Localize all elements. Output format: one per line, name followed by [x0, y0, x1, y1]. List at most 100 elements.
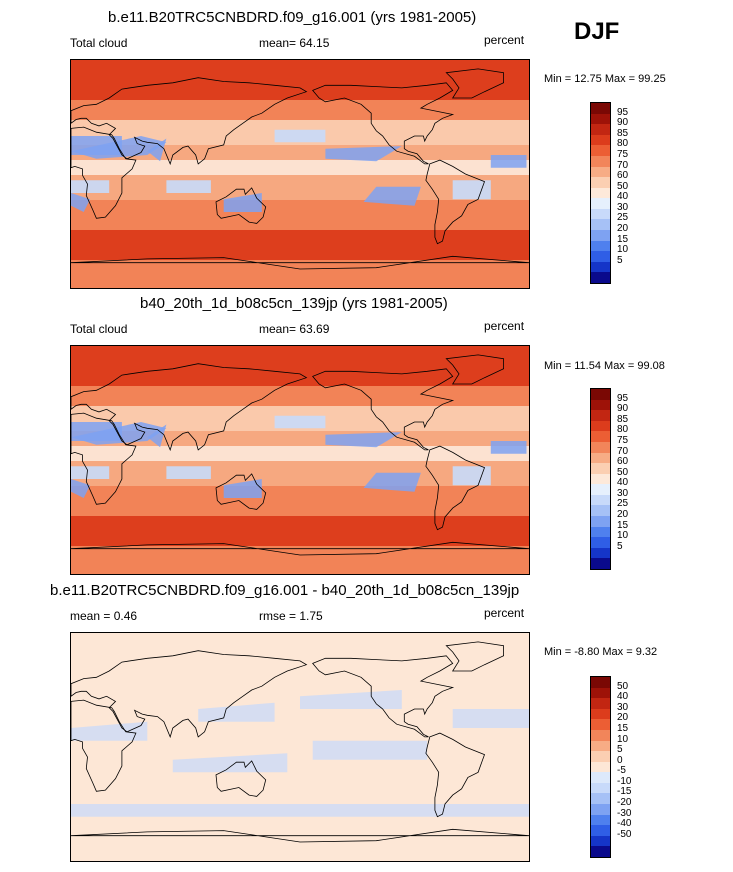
colorbar-swatch	[591, 719, 610, 731]
colorbar-swatch	[591, 526, 610, 538]
panel-1-title: b.e11.B20TRC5CNBDRD.f09_g16.001 (yrs 198…	[108, 9, 477, 26]
colorbar-swatch	[591, 558, 610, 570]
colorbar-swatch	[591, 155, 610, 168]
colorbar-tick-label: -20	[617, 797, 632, 809]
colorbar-swatch	[591, 452, 610, 464]
colorbar-swatch	[591, 208, 610, 220]
panel-3-minmax-label: Min = -8.80 Max = 9.32	[544, 646, 658, 658]
colorbar-swatch	[591, 825, 610, 837]
colorbar-swatch	[591, 198, 610, 210]
colorbar-swatch	[591, 219, 610, 231]
colorbar-tick-label: 60	[617, 170, 629, 182]
colorbar-tick-label: 20	[617, 509, 629, 521]
panel-3-colorbar	[590, 676, 611, 858]
colorbar-tick-label: 80	[617, 138, 629, 150]
panel-1-colorbar	[590, 102, 611, 284]
colorbar-tick-label: 50	[617, 180, 629, 192]
colorbar-swatch	[591, 399, 610, 411]
colorbar-swatch	[591, 804, 610, 816]
colorbar-swatch	[591, 708, 610, 720]
colorbar-swatch	[591, 124, 610, 136]
panel-3-units-label: percent	[484, 606, 525, 620]
colorbar-swatch	[591, 272, 610, 284]
colorbar-swatch	[591, 177, 610, 189]
colorbar-swatch	[591, 687, 610, 699]
colorbar-swatch	[591, 134, 610, 146]
colorbar-tick-label: 50	[617, 680, 629, 692]
colorbar-swatch	[591, 537, 610, 549]
colorbar-tick-label: 90	[617, 403, 629, 415]
colorbar-swatch	[591, 729, 610, 742]
colorbar-swatch	[591, 230, 610, 242]
panel-2-mean-label: mean= 63.69	[259, 322, 330, 336]
colorbar-tick-label: 70	[617, 445, 629, 457]
colorbar-swatch	[591, 463, 610, 475]
colorbar-tick-label: 25	[617, 498, 629, 510]
colorbar-swatch	[591, 772, 610, 784]
colorbar-tick-label: 75	[617, 434, 629, 446]
panel-2-colorbar-ticks: 95 90 85 80 75 70 60 50 40 30 25 20 15 10 5	[617, 388, 657, 568]
colorbar-swatch	[591, 389, 610, 401]
colorbar-swatch	[591, 751, 610, 763]
colorbar-swatch	[591, 516, 610, 528]
colorbar-swatch	[591, 814, 610, 826]
colorbar-tick-label: 95	[617, 392, 629, 404]
colorbar-swatch	[591, 698, 610, 710]
panel-1-variable-label: Total cloud	[70, 36, 128, 50]
colorbar-swatch	[591, 484, 610, 496]
panel-1-map	[70, 59, 530, 289]
panel-2-variable-label: Total cloud	[70, 322, 128, 336]
colorbar-tick-label: 10	[617, 244, 629, 256]
panel-3-title: b.e11.B20TRC5CNBDRD.f09_g16.001 - b40_20…	[50, 582, 520, 599]
panel-3-mean-label: mean = 0.46	[70, 609, 138, 623]
colorbar-tick-label: -40	[617, 818, 632, 830]
colorbar-swatch	[591, 187, 610, 199]
colorbar-tick-label: 25	[617, 212, 629, 224]
colorbar-swatch	[591, 251, 610, 263]
colorbar-tick-label: 15	[617, 722, 629, 734]
colorbar-swatch	[591, 835, 610, 847]
colorbar-tick-label: 70	[617, 159, 629, 171]
season-label: DJF	[574, 18, 620, 45]
colorbar-swatch	[591, 846, 610, 858]
colorbar-tick-label: 10	[617, 530, 629, 542]
colorbar-tick-label: 95	[617, 106, 629, 118]
colorbar-tick-label: 40	[617, 691, 629, 703]
colorbar-tick-label: 40	[617, 477, 629, 489]
colorbar-swatch	[591, 547, 610, 559]
colorbar-tick-label: 85	[617, 127, 629, 139]
colorbar-tick-label: 50	[617, 466, 629, 478]
panel-2-units-label: percent	[484, 319, 525, 333]
panel-2-colorbar	[590, 388, 611, 570]
colorbar-swatch	[591, 240, 610, 252]
colorbar-swatch	[591, 473, 610, 485]
colorbar-tick-label: 85	[617, 413, 629, 425]
panel-1-minmax-label: Min = 12.75 Max = 99.25	[544, 73, 666, 85]
colorbar-swatch	[591, 677, 610, 689]
panel-1-colorbar-ticks: 95 90 85 80 75 70 60 50 40 30 25 20 15 10 5	[617, 102, 657, 282]
colorbar-tick-label: 60	[617, 456, 629, 468]
colorbar-swatch	[591, 494, 610, 506]
colorbar-tick-label: 75	[617, 148, 629, 160]
colorbar-tick-label: 30	[617, 201, 629, 213]
colorbar-tick-label: 80	[617, 424, 629, 436]
colorbar-tick-label: -30	[617, 807, 632, 819]
colorbar-swatch	[591, 410, 610, 422]
colorbar-tick-label: -50	[617, 828, 632, 840]
colorbar-tick-label: 5	[617, 540, 623, 552]
colorbar-swatch	[591, 103, 610, 115]
colorbar-tick-label: 40	[617, 191, 629, 203]
colorbar-swatch	[591, 166, 610, 178]
colorbar-tick-label: 10	[617, 733, 629, 745]
colorbar-tick-label: 15	[617, 233, 629, 245]
panel-2-map	[70, 345, 530, 575]
colorbar-tick-label: 30	[617, 487, 629, 499]
colorbar-swatch	[591, 113, 610, 125]
colorbar-swatch	[591, 761, 610, 773]
colorbar-tick-label: -5	[617, 765, 626, 777]
colorbar-tick-label: 20	[617, 223, 629, 235]
colorbar-swatch	[591, 431, 610, 443]
panel-3-rmse-label: rmse = 1.75	[259, 609, 323, 623]
colorbar-swatch	[591, 740, 610, 752]
panel-2-title: b40_20th_1d_b08c5cn_139jp (yrs 1981-2005…	[140, 295, 448, 312]
